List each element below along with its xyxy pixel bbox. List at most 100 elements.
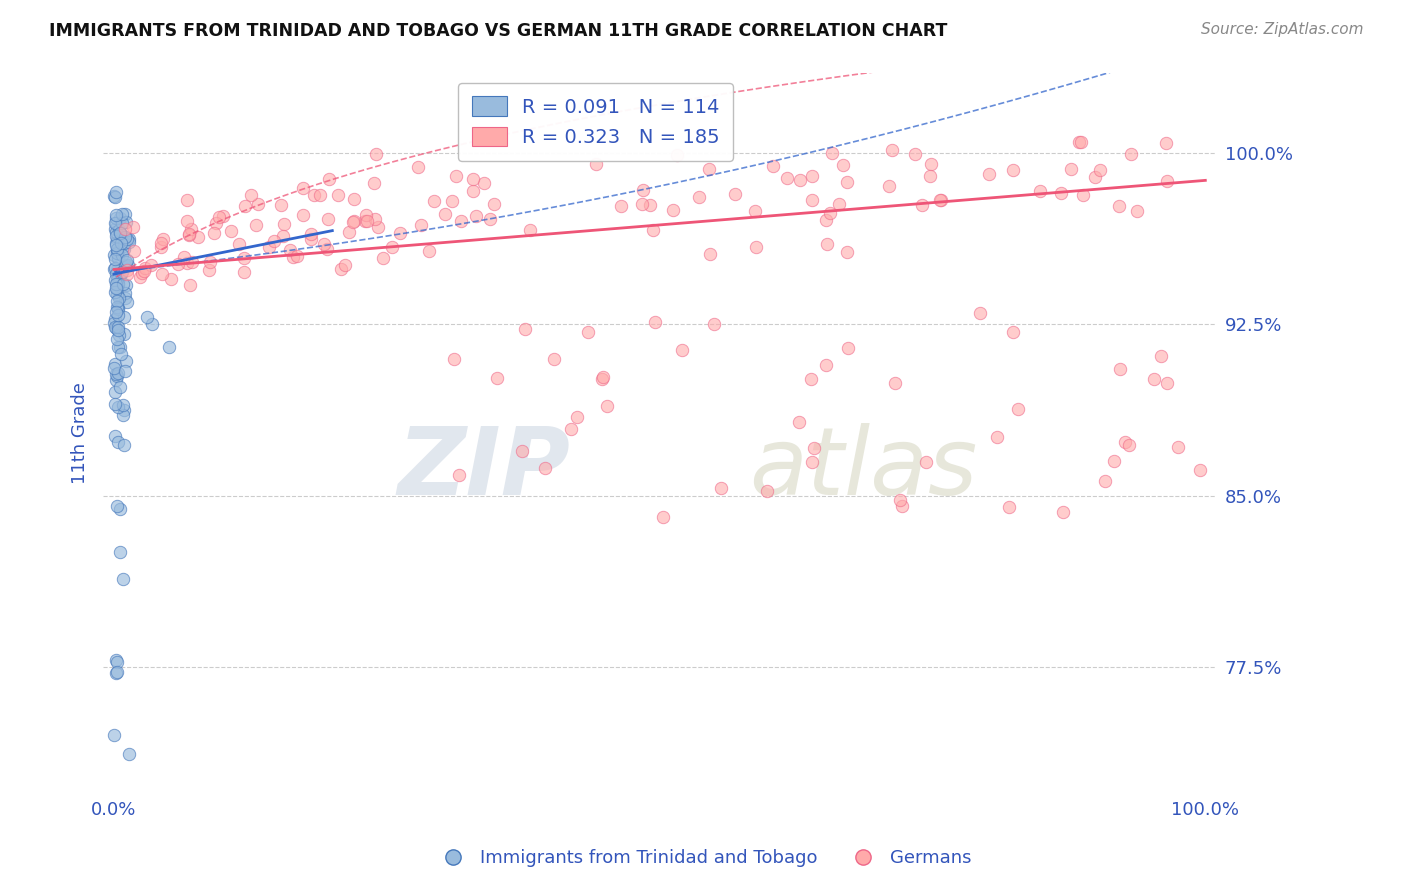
Point xyxy=(914,455,936,469)
Point xyxy=(247,197,270,211)
Point xyxy=(103,262,125,277)
Point xyxy=(114,255,136,269)
Y-axis label: 11th Grade: 11th Grade xyxy=(72,382,89,483)
Point xyxy=(644,315,666,329)
Point xyxy=(105,294,128,309)
Point xyxy=(211,209,233,223)
Point xyxy=(1084,169,1107,184)
Point xyxy=(1118,438,1140,452)
Point xyxy=(592,370,614,384)
Point xyxy=(139,258,162,272)
Point xyxy=(107,277,129,291)
Point xyxy=(219,224,242,238)
Point xyxy=(104,211,127,225)
Point xyxy=(114,221,136,235)
Point xyxy=(1052,505,1074,519)
Point xyxy=(273,217,295,231)
Point xyxy=(329,262,352,277)
Point xyxy=(367,219,389,234)
Point xyxy=(108,271,131,285)
Point xyxy=(762,159,785,173)
Point xyxy=(363,177,385,191)
Point xyxy=(104,185,127,199)
Point xyxy=(107,269,129,284)
Point xyxy=(884,376,907,390)
Point xyxy=(118,232,141,246)
Point xyxy=(107,320,129,334)
Point xyxy=(596,399,619,413)
Point xyxy=(1060,162,1083,177)
Point xyxy=(688,190,710,204)
Point xyxy=(744,204,766,219)
Point xyxy=(1070,135,1092,149)
Point xyxy=(104,228,127,243)
Point xyxy=(302,188,325,202)
Point xyxy=(107,302,129,317)
Point xyxy=(105,665,128,680)
Point xyxy=(1154,136,1177,150)
Point xyxy=(176,193,198,207)
Point xyxy=(111,248,134,262)
Point xyxy=(107,323,129,337)
Point xyxy=(186,230,208,244)
Point xyxy=(828,197,851,211)
Point xyxy=(105,238,128,252)
Point xyxy=(889,493,911,508)
Point xyxy=(450,213,472,227)
Point xyxy=(105,665,128,679)
Point xyxy=(108,226,131,240)
Point xyxy=(181,255,204,269)
Point xyxy=(699,247,721,261)
Point xyxy=(117,262,139,277)
Point xyxy=(107,300,129,314)
Point xyxy=(122,244,145,259)
Point xyxy=(301,227,323,241)
Point xyxy=(108,380,131,394)
Point xyxy=(703,318,725,332)
Text: atlas: atlas xyxy=(749,424,977,515)
Point xyxy=(197,263,219,277)
Point xyxy=(513,322,536,336)
Point xyxy=(104,373,127,387)
Point xyxy=(112,403,135,417)
Point xyxy=(388,227,411,241)
Point xyxy=(105,245,128,260)
Point xyxy=(831,158,853,172)
Point xyxy=(803,441,825,455)
Point xyxy=(814,358,837,372)
Point xyxy=(105,320,128,334)
Point xyxy=(112,408,135,422)
Point xyxy=(444,169,467,183)
Point xyxy=(114,291,136,305)
Point xyxy=(285,249,308,263)
Point xyxy=(105,273,128,287)
Point xyxy=(472,176,495,190)
Point xyxy=(316,212,339,227)
Point xyxy=(111,265,134,279)
Point xyxy=(1156,174,1178,188)
Point xyxy=(356,213,378,227)
Point xyxy=(176,214,198,228)
Point xyxy=(114,364,136,378)
Point xyxy=(205,216,228,230)
Point xyxy=(799,372,821,386)
Point xyxy=(112,242,135,256)
Point xyxy=(710,482,733,496)
Text: Source: ZipAtlas.com: Source: ZipAtlas.com xyxy=(1201,22,1364,37)
Point xyxy=(104,267,127,281)
Point xyxy=(281,251,304,265)
Point xyxy=(1167,440,1189,454)
Point xyxy=(1088,163,1111,178)
Point xyxy=(638,198,661,212)
Point xyxy=(1108,199,1130,213)
Point xyxy=(110,227,132,241)
Point xyxy=(666,147,689,161)
Point xyxy=(482,196,505,211)
Point xyxy=(631,183,654,197)
Point xyxy=(112,239,135,253)
Point xyxy=(149,236,172,251)
Point xyxy=(343,213,366,227)
Point xyxy=(1029,184,1052,198)
Point xyxy=(104,209,127,223)
Point xyxy=(309,188,332,202)
